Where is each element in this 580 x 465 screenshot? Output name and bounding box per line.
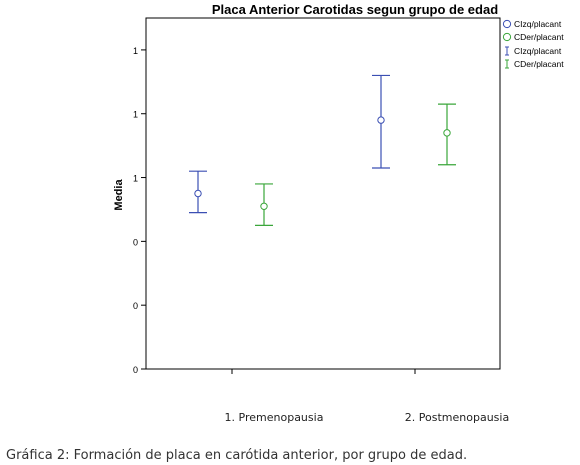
plot-area: 0 0 0 1 1 1 1. Premenopausia 2. Postmenopausia	[133, 17, 509, 424]
chart-title: Placa Anterior Carotidas segun grupo de …	[212, 2, 498, 17]
y-tick-label-0: 0	[133, 365, 138, 375]
y-tick-label-4: 1	[133, 110, 138, 120]
errorbar-0-0	[189, 170, 207, 214]
mean-marker-1-1	[443, 129, 451, 137]
y-axis-label: Media	[113, 179, 125, 211]
errorbar-0-1	[372, 74, 390, 169]
x-tick-label-1: 2. Postmenopausia	[405, 411, 509, 424]
y-tick-label-3: 1	[133, 174, 138, 184]
legend-mean-label-1: CDer/placant	[514, 32, 564, 42]
y-tick-label-1: 0	[133, 301, 138, 311]
error-bar-chart: Placa Anterior Carotidas segun grupo de …	[113, 2, 564, 424]
legend-mean-label-0: CIzq/placant	[514, 19, 562, 29]
x-tick-label-0: 1. Premenopausia	[225, 411, 324, 424]
legend-errorbar-label-1: CDer/placant	[514, 59, 564, 69]
figure-caption: Gráfica 2: Formación de placa en carótid…	[6, 448, 468, 463]
legend-errorbar-label-0: CIzq/placant	[514, 46, 562, 56]
mean-marker-0-0	[194, 189, 202, 198]
mean-marker-0-1	[377, 116, 385, 124]
errorbar-1-1	[438, 103, 456, 166]
legend-mean-marker-1	[502, 32, 512, 42]
legend-mean-marker-0	[502, 19, 512, 29]
y-tick-label-2: 0	[133, 237, 138, 247]
mean-marker-1-0	[260, 202, 268, 210]
y-tick-label-5: 1	[133, 46, 138, 56]
plot-frame	[145, 17, 501, 370]
legend: CIzq/placant CDer/placant CIzq/placant CDer…	[502, 19, 564, 69]
errorbar-1-0	[255, 183, 273, 227]
